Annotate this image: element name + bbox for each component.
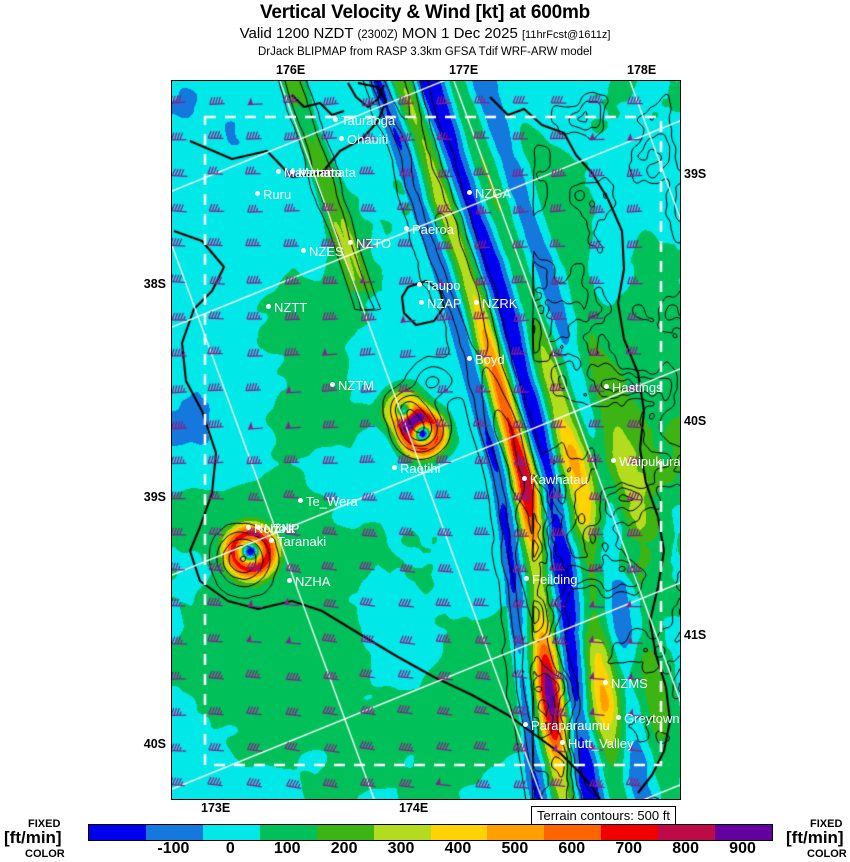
valid-time-utc: (2300Z) — [357, 29, 398, 41]
colorbar-swatch-5 — [373, 825, 431, 840]
terrain-contour-legend: Terrain contours: 500 ft — [531, 806, 676, 826]
colorbar-swatch-4 — [316, 825, 374, 840]
colorbar-fixed-text-right: FIXED — [810, 818, 843, 830]
colorbar-tick-500: 500 — [501, 840, 529, 857]
colorbar-tick-300: 300 — [387, 840, 415, 857]
lat-label-left-38S: 38S — [143, 277, 166, 291]
lon-label-top-178E: 178E — [627, 63, 657, 77]
colorbar-tick-700: 700 — [615, 840, 643, 857]
colorbar-swatch-6 — [430, 825, 488, 840]
colorbar-fixed-text-left: FIXED — [28, 818, 61, 830]
colorbar-label-left: FIXED [ft/min] COLOR — [0, 818, 86, 862]
colorbar-label-right: FIXED [ft/min] COLOR — [782, 818, 850, 862]
valid-time-prefix: Valid 1200 NZDT — [239, 25, 354, 42]
colorbar-swatch-1 — [145, 825, 203, 840]
colorbar-swatch-9 — [601, 825, 659, 840]
lat-label-right-39S: 39S — [684, 167, 707, 181]
forecast-tag: [11hrFcst@1611z] — [521, 29, 611, 41]
colorbar-tick-800: 800 — [672, 840, 699, 857]
lat-label-right-41S: 41S — [684, 628, 707, 642]
colorbar-swatch-0 — [89, 825, 146, 840]
title-block: Vertical Velocity & Wind [kt] at 600mb V… — [0, 2, 850, 60]
colorbar-swatch-10 — [658, 825, 716, 840]
lon-label-bottom-173E: 173E — [201, 801, 231, 815]
colorbar-swatch-7 — [487, 825, 545, 840]
valid-time-line: Valid 1200 NZDT (2300Z) MON 1 Dec 2025 [… — [0, 24, 850, 45]
colorbar-swatch-2 — [202, 825, 260, 840]
colorbar-color-text-left: COLOR — [25, 848, 65, 860]
colorbar-swatch-8 — [544, 825, 602, 840]
colorbar-tick-400: 400 — [444, 840, 472, 857]
lat-label-left-39S: 39S — [143, 490, 166, 504]
colorbar-tick-900: 900 — [729, 840, 756, 857]
lon-label-bottom-174E: 174E — [399, 801, 429, 815]
vertical-velocity-field — [172, 81, 680, 799]
colorbar-tick--100: -100 — [157, 840, 190, 857]
lon-label-top-177E: 177E — [449, 63, 479, 77]
colorbar-color-text-right: COLOR — [807, 848, 847, 860]
model-source-line: DrJack BLIPMAP from RASP 3.3km GFSA Tdif… — [257, 46, 592, 58]
colorbar[interactable] — [88, 824, 773, 841]
valid-date: MON 1 Dec 2025 — [401, 25, 518, 42]
colorbar-tick-0: 0 — [225, 840, 235, 857]
colorbar-tick-100: 100 — [273, 840, 301, 857]
page-title: Vertical Velocity & Wind [kt] at 600mb — [259, 2, 591, 23]
colorbar-tick-labels: -100 0 100 200 300 400 500 600 700 800 900 — [88, 840, 771, 860]
lat-label-left-40S: 40S — [143, 737, 166, 751]
colorbar-units-text-right: [ft/min] — [786, 828, 844, 847]
colorbar-tick-200: 200 — [330, 840, 358, 857]
colorbar-tick-600: 600 — [558, 840, 586, 857]
forecast-map[interactable]: Tauranga Ohauiti Matamata Matamata Ruru NZGA P… — [171, 80, 681, 800]
lat-label-right-40S: 40S — [684, 414, 707, 428]
colorbar-swatch-3 — [259, 825, 317, 840]
lon-label-top-176E: 176E — [276, 63, 306, 77]
colorbar-units-text-left: [ft/min] — [4, 828, 62, 847]
colorbar-swatch-11 — [715, 825, 773, 840]
